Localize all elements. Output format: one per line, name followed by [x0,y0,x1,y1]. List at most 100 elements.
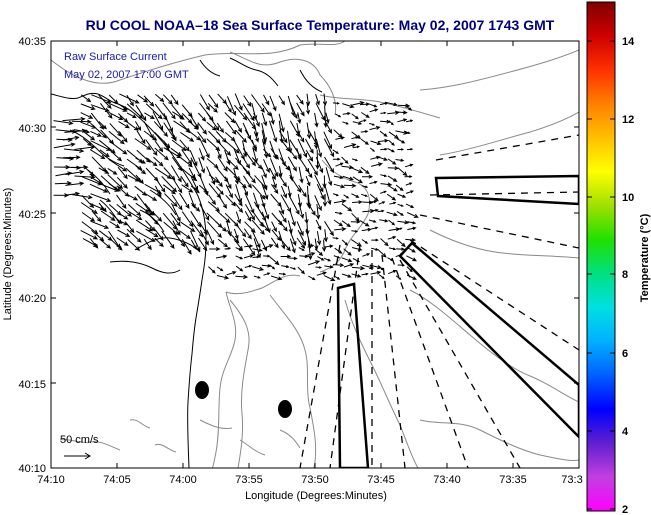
current-vector [270,275,283,281]
current-vector [198,221,208,236]
y-tick-label: 40:35 [18,36,46,48]
legend-line-2: May 02, 2007 17:00 GMT [64,69,189,81]
current-vector [73,129,91,134]
current-vector [361,272,369,276]
current-vector [406,212,419,218]
current-vector [224,112,236,124]
lane-southeast [398,241,579,439]
current-vector [89,238,99,249]
current-vector [296,102,305,117]
current-vector [244,192,255,214]
current-vector [332,237,339,240]
current-vector [289,174,302,193]
x-tick-label: 74:10 [37,474,65,486]
current-vector [253,131,259,143]
current-vector [82,130,96,141]
current-vector [197,112,207,122]
current-vector [351,212,360,222]
current-vector [108,140,128,155]
current-vector [253,238,262,259]
current-vector [242,103,255,122]
current-vector [296,221,304,237]
current-vector [396,210,404,216]
current-vector [154,140,164,153]
current-vector [270,184,279,195]
current-vector [288,256,298,261]
current-vector [307,203,316,216]
current-vector [179,121,191,134]
current-vector [380,238,389,247]
current-vector [143,95,155,107]
current-vector [251,94,265,113]
current-vector [324,265,334,269]
current-vector [118,212,129,220]
current-vector [180,157,193,168]
marker-north [195,381,209,399]
current-vector [154,185,162,198]
current-vector [333,101,340,105]
current-vector [352,121,363,125]
current-vector [90,193,112,202]
colorbar-fill [586,1,616,512]
y-tick-label: 40:10 [18,463,46,475]
current-vector [278,120,284,144]
current-vector [108,158,128,172]
current-vector [305,150,314,162]
y-tick-label: 40:20 [18,293,46,305]
current-vector [143,130,158,141]
current-vector [109,149,123,162]
current-vector [361,193,368,197]
current-vector [80,103,96,110]
current-vector [352,200,363,205]
current-vector [307,244,315,248]
current-vector [351,193,360,198]
current-vector [206,121,217,131]
current-vector [154,176,166,193]
current-vector [136,230,156,242]
current-vector [98,121,107,130]
current-vector [269,264,276,270]
bathymetry-contours [51,41,579,468]
current-vector [380,111,387,115]
current-vector [368,200,378,204]
current-vector [368,219,377,223]
current-vector [234,93,243,111]
current-vector [233,228,239,240]
current-vector [323,244,334,249]
current-vector [261,175,268,191]
current-vector [126,94,134,107]
current-vector [351,158,359,162]
current-vector [314,248,324,257]
current-vector [334,227,347,232]
current-vector [244,264,253,268]
current-vector [289,229,297,247]
current-vector [260,221,270,232]
current-vector [297,112,302,125]
current-vector [360,138,370,145]
y-tick-label: 40:25 [18,209,46,221]
coastline [51,57,323,468]
current-vector [322,175,327,189]
current-vector [370,270,382,275]
current-vector [145,193,158,202]
current-vector [388,219,396,226]
current-vector [154,229,164,241]
current-vector [369,108,379,113]
current-vector [234,193,243,207]
current-vector [109,238,123,251]
colorbar-tick-label: 14 [622,36,635,48]
current-vector [281,265,290,269]
current-vector [323,275,336,281]
current-vector [235,255,244,260]
current-vector [405,119,414,123]
current-vector [145,157,158,167]
current-vector [397,167,408,177]
lane-east [434,174,579,206]
current-vector [252,266,265,271]
current-vector [243,254,255,259]
current-vector [278,210,287,224]
current-vector [208,94,219,109]
current-vector [216,275,230,280]
current-vector [395,110,408,115]
current-vector [170,147,183,157]
